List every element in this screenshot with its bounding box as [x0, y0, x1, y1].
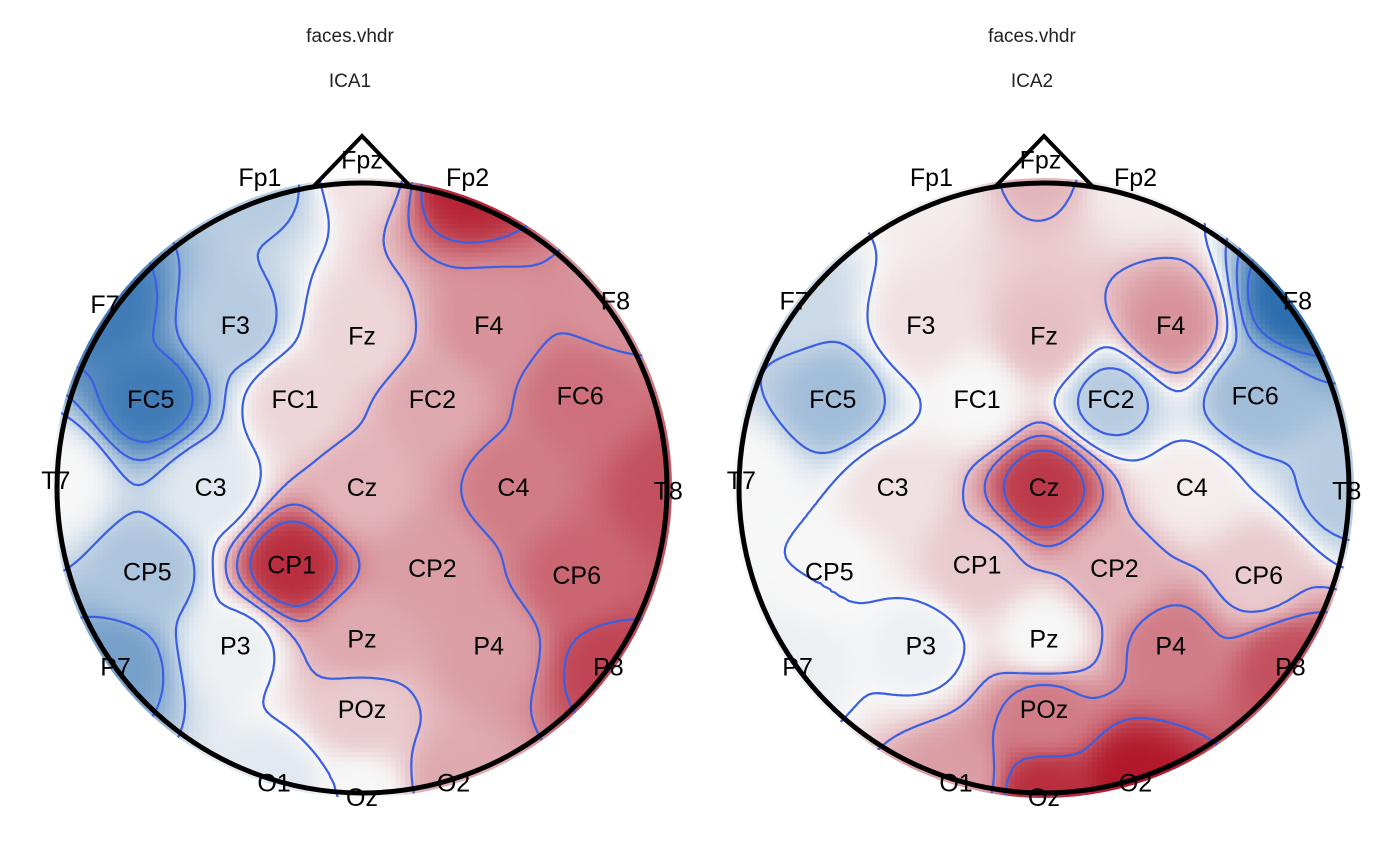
electrode-label: C4: [497, 474, 529, 502]
electrode-label: Pz: [347, 625, 376, 653]
electrode-label: T8: [1332, 478, 1361, 506]
topoplot-svg: Fp1 Fpz Fp2 F7 F3 Fz F4 F8 FC5 FC1 FC2 FC6 T7 C3 Cz C4 T…: [727, 133, 1361, 812]
file-title: faces.vhdr: [682, 26, 1382, 48]
electrode-label: T7: [41, 467, 70, 495]
electrode-label: C4: [1176, 474, 1208, 502]
electrode-label: Pz: [1029, 625, 1058, 653]
electrode-label: FC6: [1232, 383, 1279, 411]
electrode-label: FC6: [557, 383, 604, 411]
electrode-label: FC1: [271, 386, 318, 414]
electrode-label: FC2: [409, 386, 456, 414]
head-outline: [736, 180, 1352, 796]
electrode-label: P7: [100, 654, 131, 682]
electrode-label: F8: [601, 287, 630, 315]
nose-outline: [310, 133, 414, 190]
electrode-label: Fpz: [341, 147, 383, 175]
file-title: faces.vhdr: [0, 26, 700, 48]
electrode-label: Fp2: [446, 164, 489, 192]
electrode-label: Cz: [1029, 474, 1060, 502]
electrode-label: CP6: [552, 562, 601, 590]
electrode-label: FC2: [1087, 386, 1134, 414]
electrode-label: F7: [780, 287, 809, 315]
electrode-label: F8: [1283, 287, 1312, 315]
electrode-label: F4: [474, 312, 503, 340]
electrode-label: F7: [90, 291, 119, 319]
electrode-label: FC5: [809, 386, 856, 414]
electrode-label: F3: [221, 312, 250, 340]
electrode-label: T8: [654, 478, 683, 506]
electrode-label: P3: [220, 632, 251, 660]
electrode-label: Oz: [1028, 784, 1060, 812]
electrode-label: CP1: [953, 551, 1002, 579]
component-title: ICA1: [0, 71, 700, 93]
electrode-label: CP2: [408, 555, 457, 583]
topoplot-ica1: faces.vhdr ICA1 Fp1 Fpz Fp2 F7 F3 Fz F4 F8 FC5 FC…: [0, 26, 700, 812]
electrode-label: C3: [195, 474, 227, 502]
electrode-label: Oz: [346, 784, 378, 812]
electrode-label: P8: [1275, 654, 1306, 682]
electrode-label: CP6: [1234, 562, 1283, 590]
topoplot-svg: Fp1 Fpz Fp2 F7 F3 Fz F4 F8 FC5 FC1 FC2 FC6 T7 C3 Cz C4 T…: [41, 133, 683, 812]
electrode-label: Fp2: [1114, 164, 1157, 192]
electrode-label: Fpz: [1020, 147, 1062, 175]
electrode-label: POz: [338, 696, 387, 724]
electrode-label: Cz: [347, 474, 378, 502]
electrode-label: CP1: [267, 551, 316, 579]
electrode-label: O1: [257, 770, 290, 798]
electrode-label: FC1: [953, 386, 1000, 414]
electrode-label: Fp1: [238, 164, 281, 192]
electrode-label: POz: [1020, 696, 1069, 724]
electrode-label: O2: [1119, 770, 1152, 798]
electrode-label: F3: [906, 312, 935, 340]
electrode-label: Fz: [1030, 323, 1058, 351]
nose-outline: [992, 133, 1096, 190]
electrode-label: P8: [593, 654, 624, 682]
component-title: ICA2: [682, 71, 1382, 93]
electrode-label: O2: [437, 770, 470, 798]
electrode-label: Fp1: [910, 164, 953, 192]
electrode-label: C3: [877, 474, 909, 502]
electrode-label: P4: [1155, 632, 1186, 660]
electrode-label: T7: [727, 467, 756, 495]
electrode-label: CP5: [123, 559, 172, 587]
electrode-label: P3: [906, 632, 937, 660]
topoplot-ica2: faces.vhdr ICA2 Fp1 Fpz Fp2 F7 F3 Fz F4 F8 FC5 FC…: [682, 0, 1382, 866]
electrode-label: P7: [782, 654, 813, 682]
electrode-label: Fz: [348, 323, 376, 351]
electrode-label: FC5: [127, 386, 174, 414]
head-outline: [54, 180, 670, 796]
electrode-label: O1: [939, 770, 972, 798]
electrode-label: F4: [1156, 312, 1185, 340]
electrode-label: CP5: [805, 559, 854, 587]
electrode-label: P4: [473, 632, 504, 660]
heatmap-fill: [52, 178, 672, 798]
electrode-label: CP2: [1090, 555, 1139, 583]
